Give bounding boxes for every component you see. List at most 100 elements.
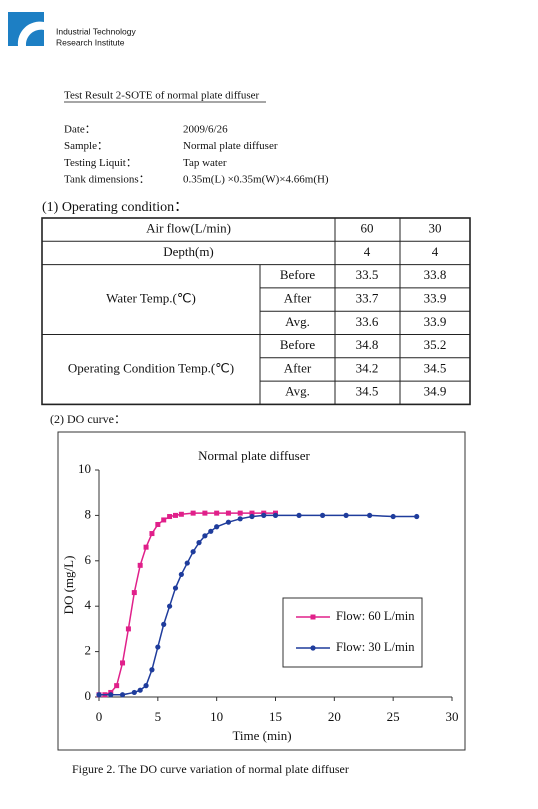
data-point [390,513,396,520]
data-point [272,512,279,519]
legend-marker [310,645,316,651]
org-name: Research Institute [56,37,125,47]
data-point [167,514,173,520]
info-value: 2009/6/26 [183,124,228,136]
data-point [149,531,155,537]
data-point [125,626,131,632]
table-cell: 4 [364,244,371,259]
data-point [225,519,232,525]
table-cell: 33.6 [356,314,379,329]
data-point [237,516,243,522]
data-point [202,510,208,516]
table-cell: 33.9 [424,314,447,329]
data-point [414,513,420,520]
x-tick-label: 15 [269,709,282,724]
legend-label: Flow: 60 L/min [336,609,415,623]
data-point [131,590,137,596]
data-point [167,603,173,609]
data-point [208,528,214,534]
data-point [131,689,137,696]
table-cell: 4 [432,244,439,259]
info-label: Tank dimensions： [64,174,150,186]
doc-title: Test Result 2-SOTE of normal plate diffu… [64,90,259,102]
info-label: Date： [64,124,96,136]
data-point [161,517,167,523]
x-tick-label: 0 [96,709,103,724]
data-point [137,562,143,568]
x-tick-label: 5 [155,709,162,724]
legend-box [282,597,423,668]
data-point [114,683,120,689]
table-cell: 34.9 [424,384,447,399]
data-point [120,660,126,666]
legend-marker [310,614,316,620]
y-tick-label: 2 [85,643,92,658]
table-border [41,217,471,406]
data-point [143,544,149,550]
data-point [202,533,208,539]
data-point [319,512,326,519]
section-heading: (2) DO curve： [50,412,126,426]
info-value: Normal plate diffuser [183,140,278,152]
table-cell: Before [280,337,316,352]
chart-title: Normal plate diffuser [198,448,310,463]
table-cell: Operating Condition Temp.(℃) [68,360,234,375]
figure-caption: Figure 2. The DO curve variation of norm… [72,762,349,776]
table-cell: Avg. [285,384,310,399]
data-point [155,521,161,527]
info-label: Testing Liquit： [64,157,137,169]
y-tick-label: 4 [85,597,92,612]
table-cell: 34.5 [424,360,447,375]
chart-frame [57,431,466,751]
data-point [172,585,179,591]
table-cell: 33.9 [424,291,447,306]
table-cell: Water Temp.(℃) [106,291,196,306]
data-point [184,560,190,566]
data-point [178,511,184,517]
data-point [178,571,184,578]
y-tick-label: 8 [85,506,92,521]
info-value: Tap water [183,157,227,169]
section-heading: (1) Operating condition： [42,200,188,215]
table-cell: 33.5 [356,267,379,282]
data-point [190,510,196,516]
y-tick-label: 10 [78,461,91,476]
table-cell: 60 [361,221,374,236]
table-cell: 35.2 [424,337,447,352]
x-tick-label: 30 [446,709,459,724]
legend-label: Flow: 30 L/min [336,640,415,654]
data-point [214,524,220,530]
data-point [137,687,143,693]
org-name: Industrial Technology [56,26,136,36]
data-point [225,510,231,516]
table-cell: 34.5 [356,384,379,399]
data-point [196,540,202,546]
data-point [261,512,267,519]
data-point [190,549,196,555]
data-point [143,683,149,689]
table-cell: Avg. [285,314,310,329]
y-tick-label: 0 [85,688,92,703]
info-label: Sample： [64,140,108,152]
logo [8,12,44,46]
x-axis-label: Time (min) [232,728,291,743]
data-point [249,513,255,520]
data-point [172,512,178,518]
data-point [214,510,220,516]
info-value: 0.35m(L) ×0.35m(W)×4.66m(H) [183,174,329,186]
table-cell: Depth(m) [163,244,214,259]
table-cell: After [284,360,312,375]
data-point [161,621,167,627]
table-cell: After [284,291,312,306]
table-cell: 33.7 [356,291,379,306]
x-tick-label: 25 [387,709,400,724]
data-point [367,512,373,519]
data-point [249,510,255,516]
x-tick-label: 20 [328,709,341,724]
data-point [296,512,302,519]
table-cell: Before [280,267,316,282]
table-cell: 34.8 [356,337,379,352]
x-tick-label: 10 [210,709,223,724]
table-cell: Air flow(L/min) [146,221,231,236]
data-point [237,510,243,516]
